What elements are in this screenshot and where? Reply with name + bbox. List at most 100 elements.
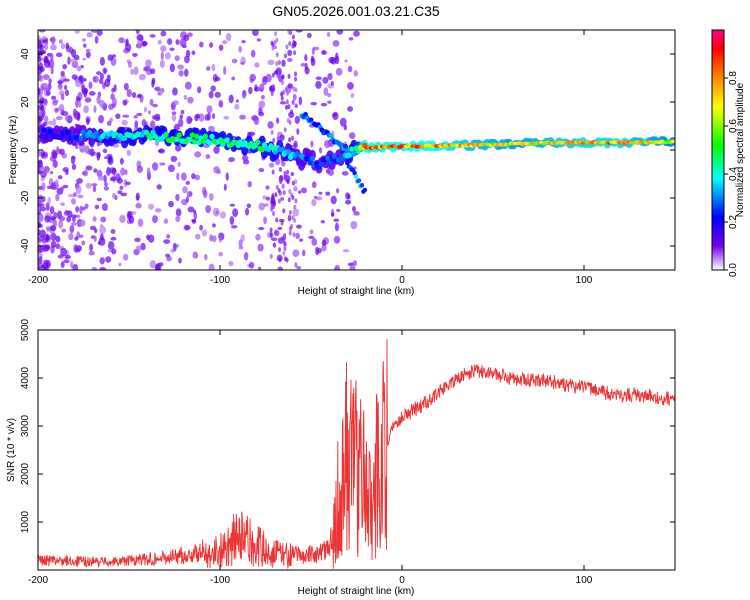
noise-speckle xyxy=(40,203,45,208)
noise-speckle xyxy=(175,215,181,223)
noise-speckle xyxy=(172,87,178,96)
noise-speckle xyxy=(170,155,178,163)
noise-speckle xyxy=(57,80,64,84)
snr-series-line xyxy=(38,339,675,569)
noise-speckle xyxy=(228,260,234,267)
noise-speckle xyxy=(285,44,289,50)
noise-speckle xyxy=(121,119,128,126)
noise-speckle xyxy=(336,30,344,35)
noise-speckle xyxy=(85,48,91,53)
noise-speckle xyxy=(47,197,51,204)
noise-speckle xyxy=(211,63,216,72)
noise-speckle xyxy=(304,54,308,62)
ridge-branch xyxy=(328,133,334,139)
noise-speckle xyxy=(285,90,289,96)
spectrogram-x-label: Height of straight line (km) xyxy=(298,286,415,297)
noise-speckle xyxy=(127,210,133,219)
noise-speckle xyxy=(151,162,159,171)
noise-speckle xyxy=(268,162,275,168)
noise-speckle xyxy=(39,229,46,238)
noise-speckle xyxy=(103,68,107,75)
ridge-core xyxy=(349,146,355,152)
noise-speckle xyxy=(169,63,176,73)
noise-speckle xyxy=(152,115,156,120)
noise-speckle xyxy=(70,214,77,219)
noise-speckle xyxy=(282,208,286,214)
noise-speckle xyxy=(311,237,318,246)
noise-speckle xyxy=(184,55,190,64)
noise-speckle xyxy=(252,30,259,37)
noise-speckle xyxy=(332,113,337,117)
noise-speckle xyxy=(277,226,283,230)
noise-speckle xyxy=(311,198,317,207)
noise-speckle xyxy=(102,148,108,154)
noise-speckle xyxy=(291,99,295,105)
noise-speckle xyxy=(193,209,197,215)
noise-speckle xyxy=(331,212,335,217)
noise-speckle xyxy=(67,194,75,198)
noise-speckle xyxy=(279,101,287,105)
ridge-core xyxy=(189,132,195,138)
noise-speckle xyxy=(255,233,261,241)
noise-speckle xyxy=(141,40,148,47)
noise-speckle xyxy=(330,195,337,205)
noise-speckle xyxy=(71,48,77,58)
noise-speckle xyxy=(280,91,284,97)
spectrogram-y-tick-label: -20 xyxy=(20,190,31,205)
noise-speckle xyxy=(135,30,140,35)
noise-speckle xyxy=(42,74,50,80)
noise-speckle xyxy=(257,266,262,270)
figure-title: GN05.2026.001.03.21.C35 xyxy=(272,3,440,19)
noise-speckle xyxy=(299,238,304,242)
noise-speckle xyxy=(112,192,117,199)
noise-speckle xyxy=(149,34,156,38)
noise-speckle xyxy=(336,188,340,194)
snr-axes: -200 -100 0 100 1000 2000 3000 4000 5000 xyxy=(20,318,675,586)
spectrogram-y-tick-label: 0 xyxy=(20,147,31,153)
snr-x-tick-label: 100 xyxy=(576,575,593,586)
noise-speckle xyxy=(293,41,297,47)
noise-speckle xyxy=(223,183,227,191)
noise-speckle xyxy=(194,174,201,181)
noise-speckle xyxy=(38,236,42,242)
noise-speckle xyxy=(91,183,98,187)
noise-speckle xyxy=(39,206,47,212)
noise-speckle xyxy=(58,39,63,44)
spectrogram-y-tick-label: 40 xyxy=(20,48,31,60)
noise-speckle xyxy=(310,55,315,63)
noise-speckle xyxy=(137,218,144,227)
colorbar-tick-label: 0.6 xyxy=(728,119,739,133)
noise-speckle xyxy=(86,118,90,126)
snr-y-tick-label: 4000 xyxy=(20,366,31,389)
noise-speckle xyxy=(106,153,113,160)
ridge-core xyxy=(309,155,316,161)
ridge-core xyxy=(174,136,180,143)
noise-speckle xyxy=(134,120,139,130)
noise-speckle xyxy=(135,192,140,201)
noise-speckle xyxy=(42,244,49,253)
ridge-core xyxy=(255,139,261,146)
noise-speckle xyxy=(86,32,93,38)
noise-speckle xyxy=(70,155,76,165)
noise-speckle xyxy=(57,175,63,180)
noise-speckle xyxy=(175,39,180,45)
noise-speckle xyxy=(93,168,98,173)
noise-speckle xyxy=(223,65,227,75)
noise-speckle xyxy=(177,64,184,70)
noise-speckle xyxy=(219,211,226,219)
snr-y-tick-label: 5000 xyxy=(20,318,31,341)
noise-speckle xyxy=(184,81,192,90)
noise-speckle xyxy=(57,83,63,91)
noise-speckle xyxy=(293,204,297,210)
noise-speckle xyxy=(61,228,67,233)
noise-speckle xyxy=(274,31,278,37)
noise-speckle xyxy=(353,211,360,216)
noise-speckle xyxy=(270,91,274,97)
noise-speckle xyxy=(69,225,75,234)
noise-speckle xyxy=(45,202,50,212)
noise-speckle xyxy=(177,161,181,167)
noise-speckle xyxy=(293,142,297,148)
noise-speckle xyxy=(154,208,162,213)
noise-speckle xyxy=(50,52,54,62)
